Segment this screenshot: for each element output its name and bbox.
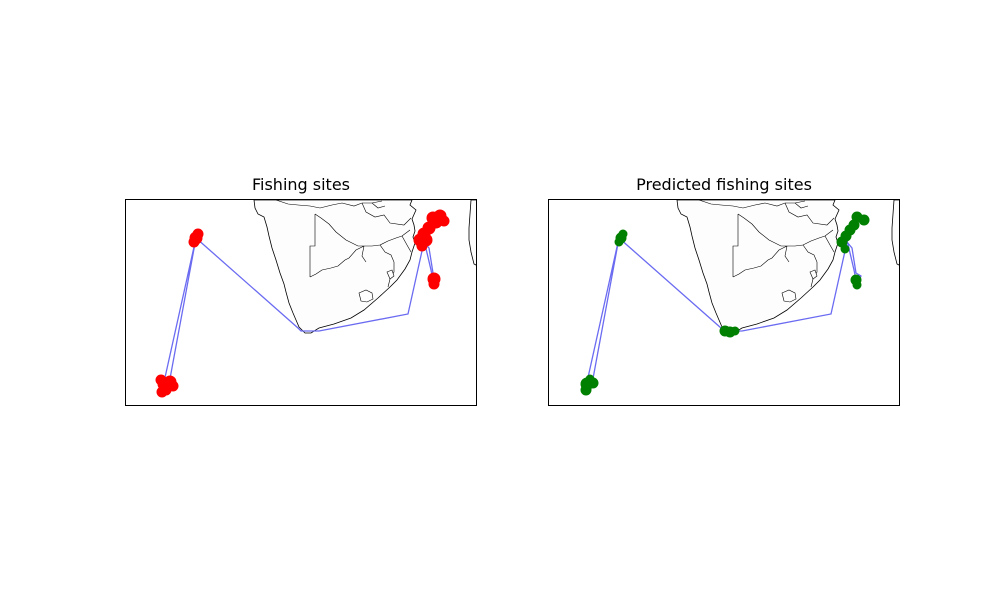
- fishing-site-marker[interactable]: [438, 215, 450, 227]
- right-map-frame[interactable]: [548, 199, 900, 406]
- predicted-site-marker[interactable]: [580, 384, 592, 396]
- predicted-site-marker[interactable]: [585, 374, 595, 384]
- left-map-title: Fishing sites: [251, 175, 351, 194]
- africa-landmass: [676, 200, 840, 334]
- lesotho-outline: [358, 289, 374, 303]
- eswatini-outline: [386, 269, 395, 280]
- fishing-site-marker[interactable]: [188, 236, 200, 248]
- border-lines: [275, 200, 412, 288]
- fishing-site-marker[interactable]: [416, 240, 428, 252]
- fishing-site-marker[interactable]: [156, 386, 168, 398]
- right-map-title: Predicted fishing sites: [636, 175, 812, 194]
- fishing-site-marker[interactable]: [167, 380, 179, 392]
- fishing-site-marker[interactable]: [155, 374, 167, 386]
- fishing-site-cluster-markers: [155, 209, 450, 398]
- left-map-frame[interactable]: [125, 199, 477, 406]
- predicted-site-marker[interactable]: [858, 214, 870, 226]
- madagascar-landmass: [468, 200, 476, 266]
- predicted-site-marker[interactable]: [840, 244, 850, 254]
- left-map-canvas: [155, 200, 476, 398]
- fishing-site-marker[interactable]: [428, 278, 440, 290]
- lesotho-outline: [781, 289, 797, 303]
- predicted-site-cluster-markers: [580, 211, 870, 396]
- border-lines: [698, 200, 835, 288]
- predicted-site-marker[interactable]: [730, 326, 740, 336]
- madagascar-landmass: [891, 200, 899, 266]
- predicted-site-marker[interactable]: [618, 229, 628, 239]
- right-map-canvas: [580, 200, 899, 396]
- africa-landmass: [253, 200, 417, 334]
- predicted-site-marker[interactable]: [852, 280, 862, 290]
- predicted-site-marker[interactable]: [614, 237, 624, 247]
- eswatini-outline: [809, 269, 818, 280]
